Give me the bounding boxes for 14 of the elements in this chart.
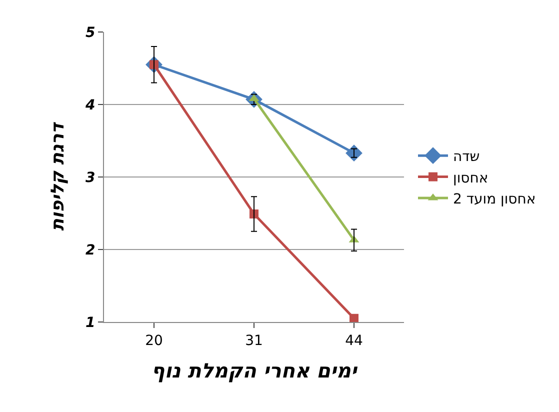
y-axis-title: דרגת קליפות: [48, 122, 69, 231]
y-tick-label: 4: [84, 97, 96, 114]
legend-label: שדה: [453, 149, 480, 166]
x-axis-title: ימים אחרי הקמלת נוף: [151, 358, 358, 382]
x-tick-label: 44: [345, 332, 363, 349]
y-tick-label: 5: [85, 24, 96, 41]
point: [346, 144, 362, 162]
y-tick-label: 3: [85, 170, 96, 186]
y-tick-label: 1: [85, 314, 96, 331]
x-tick-label: 31: [245, 332, 263, 349]
x-tick-label: 20: [145, 332, 163, 349]
legend-label: אחסון מועד 2: [453, 191, 536, 208]
y-tick-label: 2: [85, 242, 96, 258]
legend-label: אחסון: [453, 170, 488, 186]
